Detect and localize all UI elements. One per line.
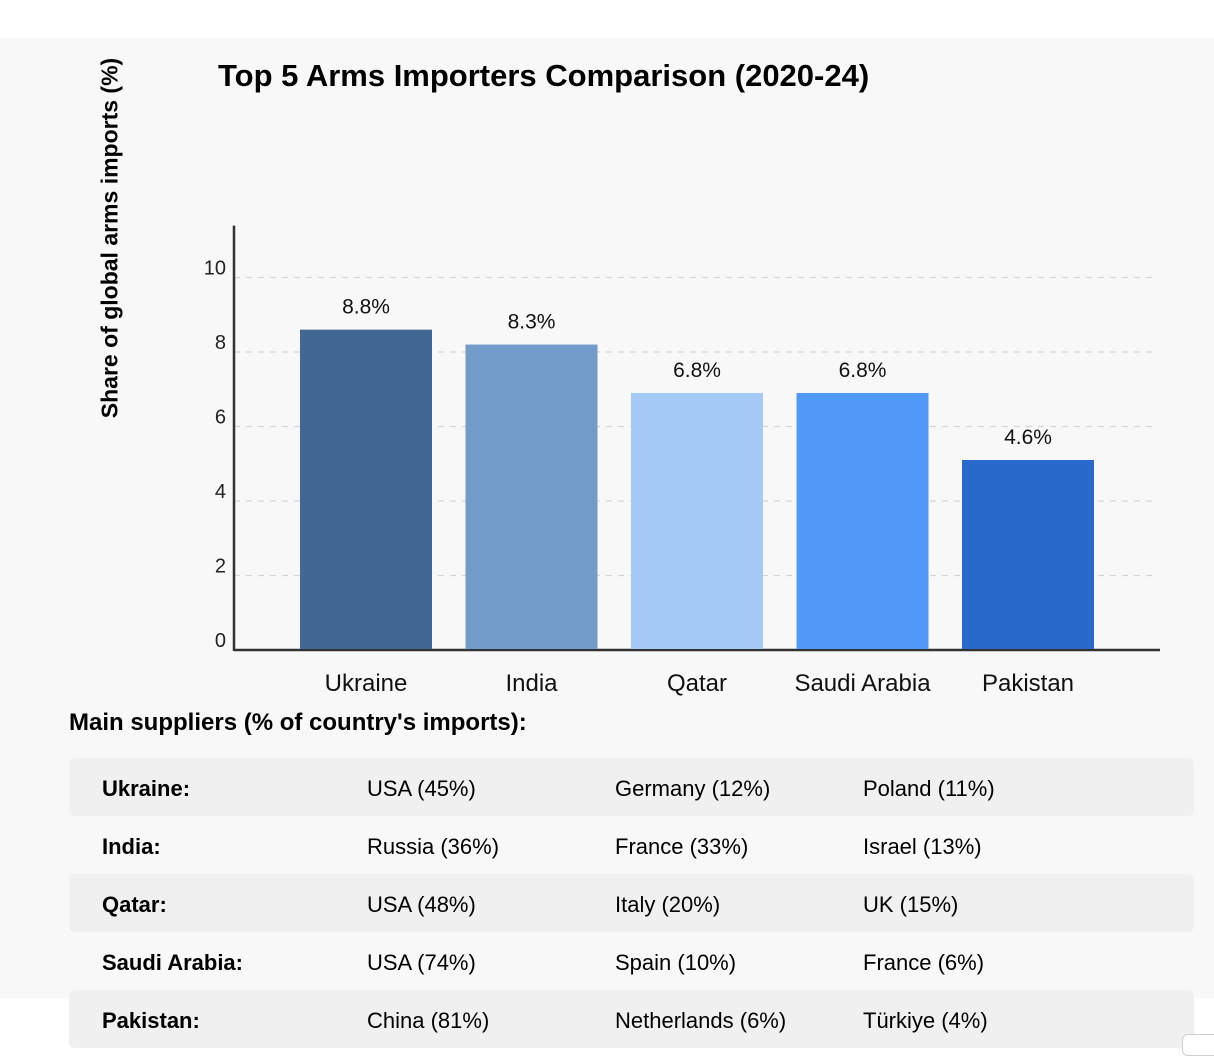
bar	[962, 460, 1094, 649]
suppliers-heading: Main suppliers (% of country's imports):	[69, 709, 527, 736]
supplier-country: Saudi Arabia:	[102, 950, 243, 975]
suppliers-table: Ukraine: USA (45%) Germany (12%) Poland …	[69, 758, 1194, 1048]
supplier-row-saudi-arabia: Saudi Arabia: USA (74%) Spain (10%) Fran…	[69, 932, 1194, 990]
y-tick-label: 8	[215, 332, 226, 354]
y-axis-label: Share of global arms imports (%)	[96, 57, 123, 419]
supplier-country: Ukraine:	[102, 776, 191, 801]
supplier-row-ukraine: Ukraine: USA (45%) Germany (12%) Poland …	[69, 758, 1194, 816]
supplier-2: Italy (20%)	[615, 892, 721, 917]
supplier-3: Israel (13%)	[863, 834, 982, 859]
supplier-1: China (81%)	[367, 1008, 490, 1033]
x-tick-label: Qatar	[667, 670, 727, 697]
supplier-2: France (33%)	[615, 834, 749, 859]
supplier-1: USA (45%)	[367, 776, 476, 801]
supplier-1: Russia (36%)	[367, 834, 500, 859]
supplier-2: Netherlands (6%)	[615, 1008, 787, 1033]
supplier-1: USA (48%)	[367, 892, 476, 917]
supplier-3: UK (15%)	[863, 892, 959, 917]
scroll-corner	[1182, 1034, 1214, 1056]
bar	[465, 344, 598, 649]
y-tick-label: 10	[204, 258, 226, 280]
supplier-row-pakistan: Pakistan: China (81%) Netherlands (6%) T…	[69, 990, 1194, 1048]
chart-title: Top 5 Arms Importers Comparison (2020-24…	[218, 58, 870, 93]
y-tick-label: 4	[215, 481, 226, 503]
x-tick-label: India	[505, 670, 558, 697]
supplier-country: Pakistan:	[102, 1008, 200, 1033]
supplier-3: France (6%)	[863, 950, 985, 975]
x-tick-label: Pakistan	[982, 670, 1074, 697]
y-tick-label: 6	[215, 407, 226, 429]
bar	[796, 392, 929, 649]
supplier-row-qatar: Qatar: USA (48%) Italy (20%) UK (15%)	[69, 874, 1194, 932]
supplier-country: Qatar:	[102, 892, 167, 917]
supplier-3: Poland (11%)	[863, 776, 995, 801]
supplier-country: India:	[102, 834, 161, 859]
y-tick-label: 2	[215, 556, 226, 578]
supplier-2: Germany (12%)	[615, 776, 771, 801]
data-label: 6.8%	[673, 359, 721, 382]
data-label: 8.3%	[508, 311, 556, 334]
data-label: 8.8%	[342, 296, 390, 319]
bar	[631, 392, 763, 649]
supplier-2: Spain (10%)	[615, 950, 737, 975]
x-tick-label: Saudi Arabia	[794, 670, 931, 697]
data-label: 6.8%	[839, 359, 887, 382]
bar-chart: 0 2 4 6 8 10 8.8% Ukraine 8.3% India 6.8% Qatar 6.8%…	[204, 225, 1160, 697]
x-tick-label: Ukraine	[325, 670, 408, 697]
supplier-row-india: India: Russia (36%) France (33%) Israel …	[69, 816, 1194, 874]
bar	[300, 329, 432, 649]
supplier-3: Türkiye (4%)	[863, 1008, 988, 1033]
data-label: 4.6%	[1004, 426, 1052, 449]
y-tick-label: 0	[215, 630, 226, 652]
supplier-1: USA (74%)	[367, 950, 476, 975]
